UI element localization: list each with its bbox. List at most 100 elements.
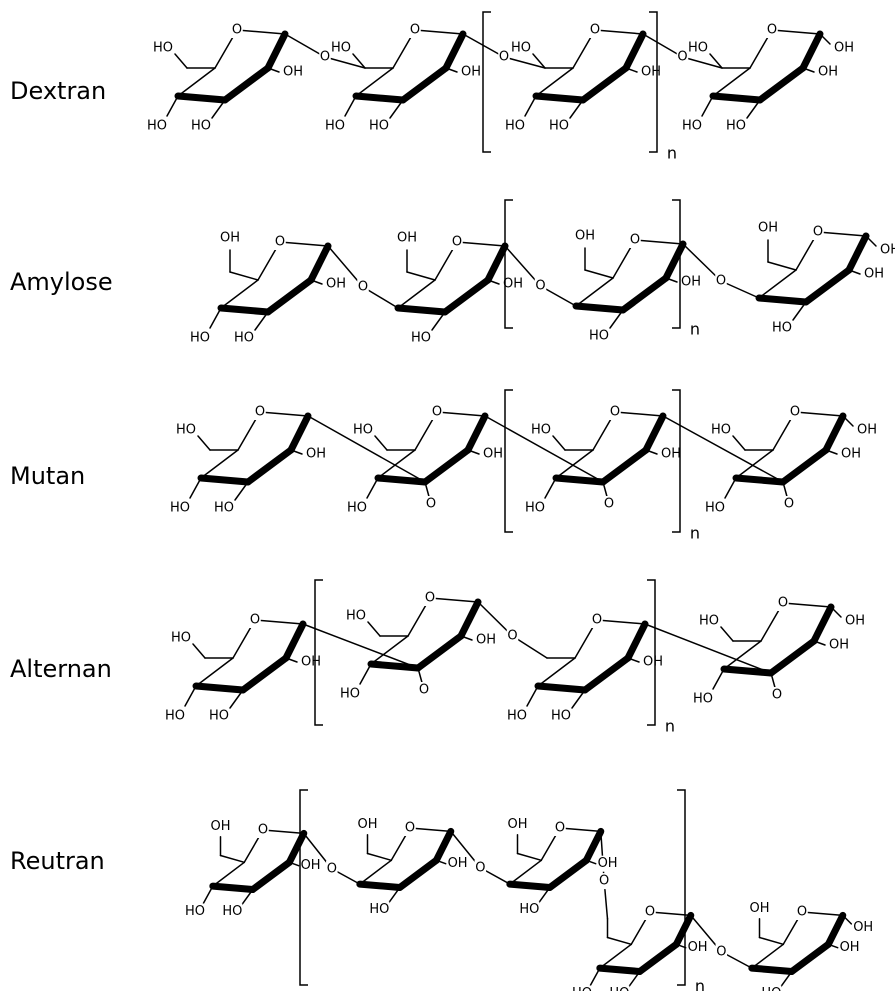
atom-label: OH	[758, 221, 778, 236]
linkage-oxygen: O	[419, 683, 429, 698]
atom-label: OH	[749, 901, 769, 916]
repeat-bracket	[677, 790, 685, 985]
bond	[792, 944, 829, 971]
repeat-bracket	[649, 12, 657, 152]
atom-label: OH	[853, 920, 873, 935]
bond	[213, 862, 244, 886]
atom-label: HO	[153, 41, 173, 56]
atom-label: HO	[693, 692, 713, 707]
atom-label: OH	[841, 447, 861, 462]
bond	[591, 968, 600, 985]
bond	[783, 603, 831, 607]
bond	[210, 308, 221, 328]
bond	[623, 278, 666, 310]
bond	[550, 860, 587, 887]
repeat-bracket	[483, 12, 491, 152]
repeat-bracket	[505, 200, 513, 328]
atom-label: HO	[572, 986, 592, 991]
atom-label: OH	[857, 423, 877, 438]
bond	[595, 30, 643, 34]
bond	[518, 854, 542, 861]
bond	[268, 34, 285, 68]
bond	[576, 306, 623, 310]
linkage-oxygen: O	[677, 50, 687, 65]
atom-label: HO	[190, 331, 210, 346]
bond	[167, 96, 178, 116]
bond	[536, 68, 573, 96]
bond	[536, 96, 583, 100]
bond	[425, 450, 468, 482]
linkage-oxygen: O	[320, 50, 330, 65]
bond	[553, 436, 565, 450]
atom-label: OH	[880, 243, 895, 258]
bond	[356, 96, 403, 100]
bond	[831, 607, 841, 617]
bond	[759, 298, 806, 302]
atom-label: OH	[681, 275, 701, 290]
bond	[398, 308, 445, 312]
bond	[597, 620, 645, 624]
bond	[461, 602, 478, 636]
bond	[538, 686, 585, 690]
bond	[193, 644, 205, 658]
bond	[818, 232, 866, 236]
atom-label: OH	[461, 65, 481, 80]
bond	[263, 830, 304, 833]
bond	[407, 272, 435, 280]
atom-label: HO	[711, 423, 731, 438]
bond	[400, 860, 437, 887]
atom-label: HO	[505, 119, 525, 134]
repeat-label: n	[667, 144, 677, 163]
bond	[190, 478, 201, 498]
atom-label: HO	[171, 631, 191, 646]
atom-label: HO	[609, 986, 629, 991]
bond	[733, 436, 745, 450]
polymer-name: Alternan	[10, 655, 112, 683]
bond	[759, 270, 796, 298]
atom-label: OH	[840, 940, 860, 955]
linkage-oxygen: O	[604, 497, 614, 512]
bond	[772, 30, 820, 34]
bond	[583, 68, 626, 100]
bond	[368, 854, 392, 861]
atom-label: OH	[575, 229, 595, 244]
bond	[600, 944, 631, 968]
repeat-label: n	[665, 717, 675, 736]
bond	[724, 641, 761, 669]
atom-label: OH	[397, 231, 417, 246]
bond	[196, 686, 243, 690]
bond	[457, 242, 505, 246]
bond	[640, 944, 677, 971]
bond	[260, 412, 308, 416]
ring-oxygen: O	[555, 821, 565, 836]
diagram: DextranOOHHOHOHOOOHHOHOHOOOHHOHOHOOOHHOH…	[0, 0, 895, 991]
bond	[201, 450, 238, 478]
ring-oxygen: O	[405, 821, 415, 836]
bond	[585, 658, 628, 690]
ring-oxygen: O	[590, 23, 600, 38]
bond	[311, 246, 328, 280]
atom-label: HO	[185, 904, 205, 919]
atom-label: HO	[531, 423, 551, 438]
bond	[560, 828, 601, 831]
bond	[820, 34, 830, 44]
bond	[849, 236, 866, 270]
bond	[280, 242, 328, 246]
ring-oxygen: O	[645, 905, 655, 920]
bond	[752, 944, 783, 968]
bond	[538, 658, 575, 686]
bond	[628, 624, 645, 658]
bond	[843, 416, 853, 426]
atom-label: OH	[507, 817, 527, 832]
linkage-oxygen: O	[599, 874, 609, 889]
bond	[221, 856, 245, 863]
ring-oxygen: O	[452, 235, 462, 250]
bond	[178, 68, 215, 96]
ring-oxygen: O	[258, 823, 268, 838]
bond	[367, 478, 378, 498]
bond	[802, 912, 843, 915]
bond	[646, 416, 663, 450]
atom-label: OH	[818, 65, 838, 80]
atom-label: OH	[448, 856, 468, 871]
atom-label: OH	[661, 447, 681, 462]
